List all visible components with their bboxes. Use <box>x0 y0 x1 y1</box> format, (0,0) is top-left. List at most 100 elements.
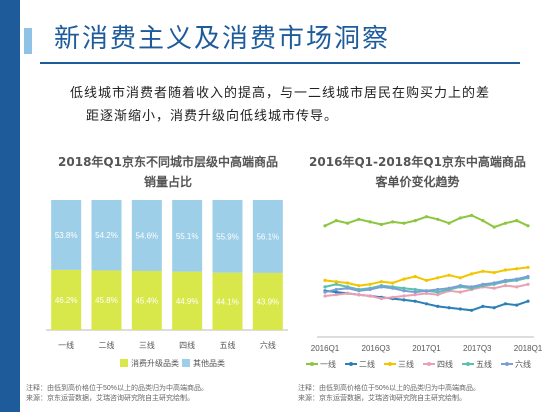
line-point-3-5 <box>379 297 383 301</box>
line-x-tick-4: 2018Q1 <box>514 344 543 353</box>
line-point-0-8 <box>413 219 417 223</box>
line-point-2-17 <box>515 267 519 271</box>
line-point-2-18 <box>526 265 530 269</box>
line-legend-marker-0 <box>310 362 314 366</box>
line-point-2-6 <box>391 281 395 285</box>
bar-value-label-1-3: 55.1% <box>176 232 199 241</box>
line-point-4-0 <box>323 285 327 289</box>
line-point-1-7 <box>402 298 406 302</box>
line-legend-label-0: 一线 <box>320 359 336 369</box>
line-point-0-4 <box>368 220 372 224</box>
line-legend-marker-4 <box>466 362 470 366</box>
line-point-3-7 <box>402 294 406 298</box>
line-point-5-13 <box>470 285 474 289</box>
line-chart-source-line: 来源：京东运营数据，艾瑞咨询研究院自主研究绘制。 <box>298 395 466 402</box>
line-point-1-11 <box>447 306 451 310</box>
bar-legend-swatch-0 <box>120 359 128 367</box>
line-x-tick-3: 2017Q3 <box>463 344 492 353</box>
bar-other-4 <box>212 200 243 273</box>
line-point-3-16 <box>503 284 508 288</box>
line-point-1-13 <box>470 308 474 312</box>
line-point-0-18 <box>526 224 530 228</box>
bar-upgrade-3 <box>172 271 203 330</box>
page-title: 新消费主义及消费市场洞察 <box>54 24 391 54</box>
line-point-0-12 <box>458 216 462 220</box>
line-point-0-13 <box>470 213 474 217</box>
line-point-0-9 <box>424 215 429 219</box>
bar-category-label-4: 五线 <box>220 340 236 350</box>
bar-chart-note-line-1: 注释：由低到高价格位于50%以上的品类归为中高端商品。 <box>26 385 209 392</box>
line-point-5-0 <box>323 290 327 294</box>
bar-other-1 <box>91 200 122 271</box>
bar-category-label-5: 六线 <box>260 340 276 350</box>
line-point-0-15 <box>492 225 496 229</box>
bar-upgrade-0 <box>51 269 82 330</box>
line-point-3-17 <box>515 285 519 289</box>
line-point-1-18 <box>526 299 530 303</box>
bar-value-label-0-0: 46.2% <box>55 296 78 305</box>
line-point-5-15 <box>492 281 496 285</box>
line-point-5-14 <box>481 282 485 286</box>
line-point-3-4 <box>368 294 372 298</box>
line-point-3-15 <box>492 286 496 290</box>
line-point-3-3 <box>357 293 361 297</box>
line-chart-title-line-1: 2016年Q1-2018年Q1京东中高端商品 <box>309 155 526 169</box>
line-legend-label-1: 二线 <box>359 359 375 369</box>
bar-category-label-0: 一线 <box>58 340 74 350</box>
bar-value-label-1-2: 54.6% <box>135 231 158 240</box>
line-point-3-6 <box>391 295 395 299</box>
line-point-0-1 <box>334 219 338 223</box>
line-point-1-1 <box>334 290 338 294</box>
line-point-0-7 <box>402 221 406 225</box>
line-point-5-10 <box>436 287 440 292</box>
line-point-5-3 <box>357 289 361 293</box>
bar-upgrade-1 <box>91 270 122 330</box>
bar-legend-label-1: 其他品类 <box>193 358 225 368</box>
line-legend-marker-1 <box>349 362 353 366</box>
bar-value-label-1-0: 53.8% <box>55 231 78 240</box>
bar-legend-label-0: 消费升级品类 <box>131 358 179 368</box>
line-point-5-9 <box>424 289 429 293</box>
line-point-5-4 <box>368 287 372 292</box>
slide-side-bar <box>0 0 20 412</box>
bar-category-label-3: 四线 <box>179 340 195 350</box>
line-point-1-14 <box>481 304 485 308</box>
line-x-tick-1: 2016Q3 <box>362 344 391 353</box>
line-point-0-3 <box>357 217 361 221</box>
bar-chart-source-line: 来源：京东运营数据，艾瑞咨询研究院自主研究绘制。 <box>26 395 194 402</box>
line-point-2-3 <box>357 284 361 288</box>
line-point-5-12 <box>458 284 462 288</box>
line-point-5-2 <box>345 286 350 290</box>
line-x-tick-2: 2017Q1 <box>412 344 441 353</box>
bar-value-label-0-3: 44.9% <box>176 297 199 306</box>
line-point-2-15 <box>492 271 496 275</box>
line-point-0-14 <box>481 219 485 223</box>
line-point-5-18 <box>526 274 530 279</box>
line-point-2-5 <box>379 280 383 284</box>
bar-other-2 <box>131 200 162 271</box>
line-chart-title: 2016年Q1-2018年Q1京东中高端商品 客单价变化趋势 <box>300 152 535 192</box>
line-point-0-0 <box>323 224 327 228</box>
bar-other-0 <box>51 200 82 270</box>
bar-category-label-2: 三线 <box>139 340 155 350</box>
line-point-3-2 <box>345 291 350 295</box>
line-legend-label-4: 五线 <box>476 359 492 369</box>
line-point-2-2 <box>345 281 350 285</box>
line-point-3-8 <box>413 293 417 297</box>
bar-upgrade-2 <box>131 270 162 330</box>
line-point-4-1 <box>334 282 338 286</box>
line-point-3-10 <box>436 293 440 297</box>
line-point-0-10 <box>436 217 440 221</box>
bar-value-label-0-2: 45.4% <box>135 296 158 305</box>
line-point-5-6 <box>391 286 395 290</box>
title-divider <box>40 62 520 64</box>
line-point-3-0 <box>323 294 327 298</box>
bar-upgrade-5 <box>252 272 283 330</box>
bar-legend-swatch-1 <box>182 359 190 367</box>
line-point-5-16 <box>503 278 508 282</box>
bar-value-label-0-4: 44.1% <box>216 297 239 306</box>
title-accent-block <box>24 28 32 54</box>
intro-line-2: 距逐渐缩小，消费升级向低线城市传导。 <box>86 109 339 124</box>
line-point-1-8 <box>413 299 417 303</box>
line-point-0-2 <box>345 221 350 225</box>
